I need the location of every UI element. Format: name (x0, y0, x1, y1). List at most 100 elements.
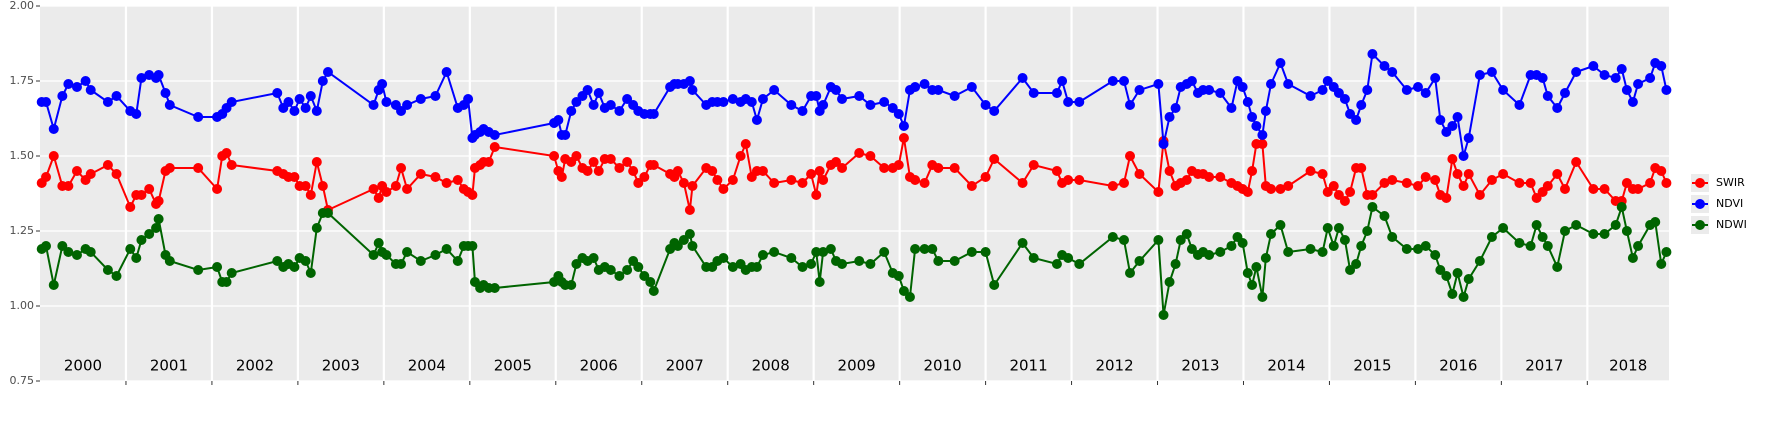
data-point (1661, 247, 1672, 257)
data-point (1633, 79, 1644, 89)
data-point (1317, 169, 1328, 179)
data-point (322, 67, 333, 77)
data-point (757, 166, 768, 176)
data-point (1215, 172, 1226, 182)
data-point (1226, 103, 1237, 113)
data-point (1656, 61, 1667, 71)
data-point (1498, 223, 1509, 233)
data-point (1339, 235, 1350, 245)
data-point (1474, 70, 1485, 80)
data-point (1164, 166, 1175, 176)
data-point (1345, 187, 1356, 197)
data-point (396, 163, 407, 173)
data-point (1401, 178, 1412, 188)
legend-point (1695, 178, 1705, 188)
data-point (226, 97, 237, 107)
data-point (593, 166, 604, 176)
data-point (1051, 88, 1062, 98)
data-point (1420, 88, 1431, 98)
data-point (131, 109, 142, 119)
data-point (402, 100, 413, 110)
data-point (1107, 232, 1118, 242)
data-point (1125, 268, 1136, 278)
data-point (483, 157, 494, 167)
data-point (368, 100, 379, 110)
data-point (1645, 73, 1656, 83)
data-point (85, 85, 96, 95)
data-point (1204, 172, 1215, 182)
data-point (1339, 94, 1350, 104)
data-point (605, 265, 616, 275)
data-point (48, 151, 59, 161)
data-point (430, 250, 441, 260)
data-point (687, 85, 698, 95)
data-point (605, 100, 616, 110)
data-point (1181, 175, 1192, 185)
data-point (294, 94, 305, 104)
data-point (1351, 259, 1362, 269)
data-point (1552, 103, 1563, 113)
data-point (757, 94, 768, 104)
year-label: 2013 (1181, 357, 1219, 375)
legend-label: NDVI (1716, 197, 1743, 210)
data-point (811, 91, 822, 101)
data-point (811, 247, 822, 257)
data-point (1633, 184, 1644, 194)
y-tick-label: 1.25 (10, 224, 35, 237)
year-label: 2002 (236, 357, 274, 375)
data-point (910, 244, 921, 254)
data-point (1237, 238, 1248, 248)
data-point (1351, 115, 1362, 125)
data-point (1028, 160, 1039, 170)
data-point (854, 91, 865, 101)
data-point (1452, 268, 1463, 278)
data-point (1599, 229, 1610, 239)
data-point (125, 202, 136, 212)
data-point (727, 94, 738, 104)
data-point (111, 91, 122, 101)
data-point (1610, 220, 1621, 230)
data-point (1283, 181, 1294, 191)
data-point (463, 94, 474, 104)
year-label: 2010 (924, 357, 962, 375)
data-point (305, 190, 316, 200)
data-point (1333, 223, 1344, 233)
data-point (549, 151, 560, 161)
data-point (1204, 250, 1215, 260)
data-point (818, 247, 829, 257)
data-point (467, 190, 478, 200)
data-point (588, 253, 599, 263)
axes: 0.75 1.00 1.25 1.50 1.75 2.00 2000 2001 2002 2003… (10, 0, 1648, 387)
data-point (1656, 259, 1667, 269)
data-point (1247, 166, 1258, 176)
data-point (164, 256, 175, 266)
data-point (164, 163, 175, 173)
data-point (1430, 250, 1441, 260)
data-point (949, 91, 960, 101)
data-point (1420, 241, 1431, 251)
legend: SWIR NDVI NDWI (1691, 174, 1747, 234)
data-point (300, 256, 311, 266)
data-point (865, 100, 876, 110)
data-point (1447, 289, 1458, 299)
data-point (633, 262, 644, 272)
data-point (769, 85, 780, 95)
data-point (980, 172, 991, 182)
data-point (898, 121, 909, 131)
data-point (566, 106, 577, 116)
data-point (879, 247, 890, 257)
data-point (1275, 220, 1286, 230)
data-point (1379, 61, 1390, 71)
data-point (430, 172, 441, 182)
data-point (1125, 151, 1136, 161)
data-point (396, 259, 407, 269)
data-point (1317, 247, 1328, 257)
data-point (966, 82, 977, 92)
legend-label: NDWI (1716, 218, 1747, 231)
data-point (164, 100, 175, 110)
data-point (588, 157, 599, 167)
data-point (415, 169, 426, 179)
data-point (1588, 229, 1599, 239)
